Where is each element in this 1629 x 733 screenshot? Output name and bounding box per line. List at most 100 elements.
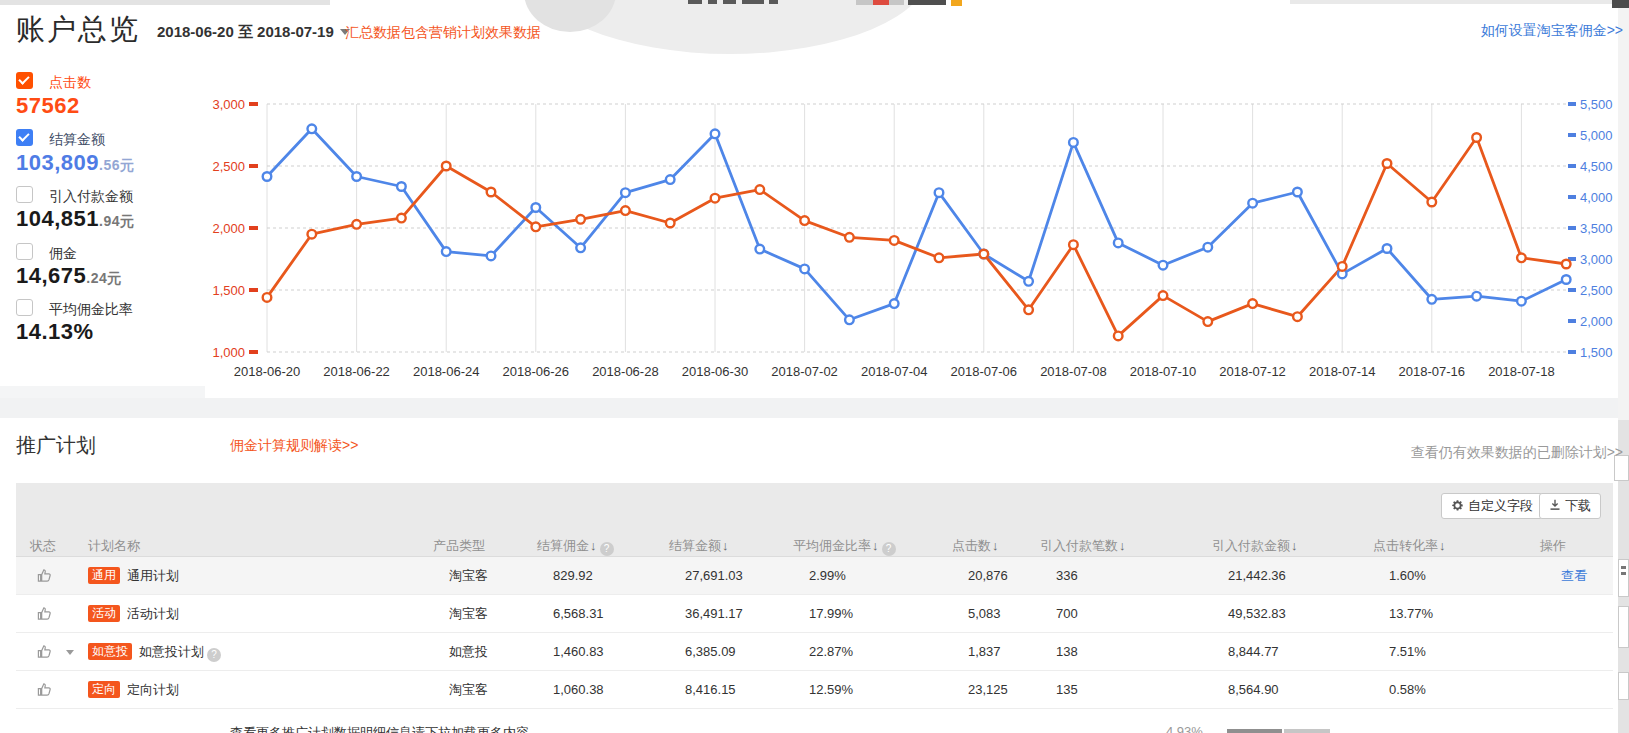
- table-row[interactable]: 如意投如意投计划? 如意投 1,460.83 6,385.09 22.87% 1…: [16, 633, 1613, 671]
- metric-value: 103,809.56元: [16, 150, 135, 176]
- sort-desc-icon[interactable]: ↓: [1291, 538, 1298, 553]
- date-range-picker[interactable]: 2018-06-20 至 2018-07-19: [157, 23, 350, 42]
- table-header-row: 状态 计划名称 产品类型 结算佣金↓? 结算金额↓ 平均佣金比率↓? 点击数↓ …: [16, 535, 1613, 556]
- orders: 135: [1056, 671, 1078, 708]
- cvr: 13.77%: [1389, 595, 1433, 632]
- sort-desc-icon[interactable]: ↓: [1439, 538, 1446, 553]
- settlement-checkbox[interactable]: [16, 129, 33, 146]
- rail-button[interactable]: [1618, 606, 1629, 648]
- sort-desc-icon[interactable]: ↓: [1119, 538, 1126, 553]
- section-divider: [0, 386, 205, 398]
- trend-chart[interactable]: 2018-06-202018-06-222018-06-242018-06-26…: [200, 70, 1629, 390]
- col-orders[interactable]: 引入付款笔数↓: [1040, 535, 1126, 556]
- sort-desc-icon[interactable]: ↓: [872, 538, 879, 553]
- avg-rate: 22.87%: [809, 633, 853, 670]
- rail-button-glyph: [1621, 572, 1626, 575]
- col-settle-amount[interactable]: 结算金额↓: [669, 535, 729, 556]
- table-row[interactable]: 活动活动计划 淘宝客 6,568.31 36,491.17 17.99% 5,0…: [16, 595, 1613, 633]
- col-product-type: 产品类型: [433, 535, 485, 556]
- view-link[interactable]: 查看: [1561, 557, 1587, 594]
- product-type: 淘宝客: [449, 671, 488, 708]
- metric-label: 点击数: [49, 74, 91, 92]
- product-type: 如意投: [449, 633, 488, 670]
- plan-badge: 活动: [88, 605, 120, 622]
- plan-name: 如意投如意投计划?: [88, 633, 221, 670]
- help-icon[interactable]: ?: [600, 542, 614, 556]
- orders: 700: [1056, 595, 1078, 632]
- thumb-up-icon[interactable]: [37, 568, 52, 583]
- scrollbar-thumb[interactable]: [1612, 0, 1629, 8]
- top-edge-artifact: [1290, 0, 1612, 4]
- plans-table: 自定义字段 下载 状态 计划名称 产品类型 结算佣金↓? 结算金额↓ 平均佣金比…: [16, 483, 1613, 733]
- col-clicks[interactable]: 点击数↓: [952, 535, 999, 556]
- svg-text:2018-06-28: 2018-06-28: [592, 364, 659, 379]
- svg-text:1,500: 1,500: [1580, 345, 1613, 360]
- download-button[interactable]: 下载: [1539, 493, 1601, 519]
- svg-text:2018-06-24: 2018-06-24: [413, 364, 480, 379]
- commission-rules-link[interactable]: 佣金计算规则解读>>: [230, 437, 358, 455]
- svg-text:5,500: 5,500: [1580, 97, 1613, 112]
- svg-text:2018-07-02: 2018-07-02: [771, 364, 838, 379]
- metric-value: 57562: [16, 93, 80, 119]
- partial-row-name: 查看更多推广计划数据明细信息请下拉加载更多内容: [230, 724, 529, 733]
- svg-text:2018-07-08: 2018-07-08: [1040, 364, 1107, 379]
- payment: 21,442.36: [1228, 557, 1286, 594]
- help-icon[interactable]: ?: [882, 542, 896, 556]
- sort-desc-icon[interactable]: ↓: [992, 538, 999, 553]
- customize-fields-button[interactable]: 自定义字段: [1441, 493, 1543, 519]
- plans-section-title: 推广计划: [16, 432, 96, 459]
- col-plan-name: 计划名称: [88, 535, 140, 556]
- top-edge-artifact: [908, 0, 946, 5]
- top-edge-artifact: [769, 0, 778, 4]
- payment: 8,844.77: [1228, 633, 1279, 670]
- top-edge-artifact: [723, 0, 736, 4]
- avg-rate: 12.59%: [809, 671, 853, 708]
- col-payment[interactable]: 引入付款金额↓: [1212, 535, 1298, 556]
- thumb-up-icon[interactable]: [37, 644, 52, 659]
- cvr: 1.60%: [1389, 557, 1426, 594]
- sort-desc-icon[interactable]: ↓: [722, 538, 729, 553]
- rate-checkbox[interactable]: [16, 299, 33, 316]
- rail-button[interactable]: [1618, 672, 1629, 700]
- settle-amount: 8,416.15: [685, 671, 736, 708]
- col-actions: 操作: [1540, 535, 1566, 556]
- settle-amount: 6,385.09: [685, 633, 736, 670]
- svg-text:2018-06-20: 2018-06-20: [234, 364, 301, 379]
- col-avg-rate[interactable]: 平均佣金比率↓?: [793, 535, 896, 556]
- metric-label: 结算金额: [49, 131, 105, 149]
- col-settle-commission[interactable]: 结算佣金↓?: [537, 535, 614, 556]
- table-row[interactable]: 通用通用计划 淘宝客 829.92 27,691.03 2.99% 20,876…: [16, 557, 1613, 595]
- svg-text:2018-07-06: 2018-07-06: [951, 364, 1018, 379]
- expand-caret-icon[interactable]: [66, 650, 74, 655]
- commission-help-link[interactable]: 如何设置淘宝客佣金>>: [1481, 22, 1623, 40]
- right-rail: [1618, 0, 1629, 420]
- svg-text:2018-07-04: 2018-07-04: [861, 364, 928, 379]
- plan-badge: 定向: [88, 681, 120, 698]
- orders: 138: [1056, 633, 1078, 670]
- help-icon[interactable]: ?: [207, 648, 221, 662]
- section-divider: [0, 398, 1629, 418]
- avg-rate: 2.99%: [809, 557, 846, 594]
- rail-button[interactable]: [1618, 559, 1629, 597]
- svg-text:1,500: 1,500: [212, 283, 245, 298]
- svg-text:2018-07-10: 2018-07-10: [1130, 364, 1197, 379]
- avg-rate: 17.99%: [809, 595, 853, 632]
- svg-text:5,000: 5,000: [1580, 128, 1613, 143]
- svg-text:2018-06-30: 2018-06-30: [682, 364, 749, 379]
- payment-checkbox[interactable]: [16, 186, 33, 203]
- col-cvr[interactable]: 点击转化率↓: [1373, 535, 1446, 556]
- metric-label: 平均佣金比率: [49, 301, 133, 319]
- table-row[interactable]: 定向定向计划 淘宝客 1,060.38 8,416.15 12.59% 23,1…: [16, 671, 1613, 709]
- plan-name: 定向定向计划: [88, 671, 179, 708]
- clicks-checkbox[interactable]: [16, 72, 33, 89]
- payment: 49,532.83: [1228, 595, 1286, 632]
- thumb-up-icon[interactable]: [37, 682, 52, 697]
- sort-desc-icon[interactable]: ↓: [590, 538, 597, 553]
- partial-row-cvr: 4.93%: [1166, 724, 1203, 733]
- account-overview-page: { "colors":{"accent_orange":"#f4561d","m…: [0, 0, 1629, 733]
- commission-checkbox[interactable]: [16, 243, 33, 260]
- thumb-up-icon[interactable]: [37, 606, 52, 621]
- deleted-plans-link[interactable]: 查看仍有效果数据的已删除计划>>: [1411, 444, 1623, 462]
- svg-text:2018-06-22: 2018-06-22: [323, 364, 390, 379]
- settle-commission: 829.92: [553, 557, 593, 594]
